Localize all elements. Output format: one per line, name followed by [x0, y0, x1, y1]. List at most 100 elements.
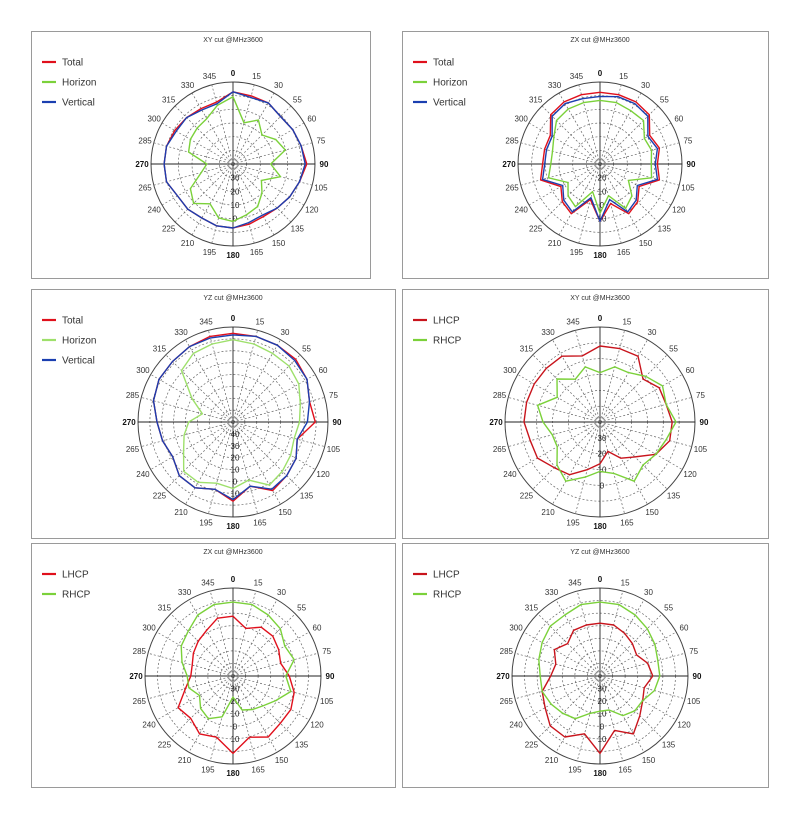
- angle-tick-label: 210: [545, 756, 559, 765]
- grid-spoke: [552, 339, 601, 423]
- angle-tick-label: 0: [231, 575, 236, 584]
- angle-tick-label: 330: [548, 81, 562, 90]
- angle-tick-label: 225: [153, 492, 167, 501]
- grid-spoke: [188, 675, 234, 753]
- angle-tick-label: 345: [570, 72, 584, 81]
- radial-tick-label: 10: [231, 710, 240, 719]
- angle-tick-label: 30: [281, 328, 290, 337]
- grid-spoke: [520, 163, 601, 186]
- angle-tick-label: 345: [203, 72, 217, 81]
- angle-tick-label: 0: [231, 314, 236, 323]
- angle-tick-label: 15: [255, 318, 264, 327]
- grid-spoke: [211, 163, 234, 244]
- radial-tick-label: 10: [598, 735, 607, 744]
- radial-tick-label: 30: [231, 685, 240, 694]
- angle-tick-label: 285: [493, 391, 507, 400]
- radial-tick-label: 0: [233, 477, 238, 486]
- chart-title: XY cut @MHz3600: [203, 37, 263, 44]
- grid-spoke: [541, 163, 601, 223]
- angle-tick-label: 135: [300, 492, 314, 501]
- angle-tick-label: 345: [199, 318, 213, 327]
- angle-tick-label: 75: [329, 391, 338, 400]
- chart-title: ZX cut @MHz3600: [203, 549, 262, 556]
- angle-tick-label: 165: [250, 248, 264, 257]
- angle-tick-label: 270: [496, 672, 510, 681]
- radial-tick-label: 10: [231, 489, 240, 498]
- radial-tick-label: 20: [598, 174, 607, 183]
- angle-tick-label: 90: [693, 672, 702, 681]
- angle-tick-label: 315: [529, 96, 543, 105]
- grid-spoke: [147, 675, 234, 700]
- legend-label-total: Total: [62, 316, 83, 327]
- grid-spoke: [170, 675, 234, 739]
- legend-label-lhcp: LHCP: [62, 570, 89, 581]
- angle-tick-label: 180: [226, 769, 240, 778]
- series-line-vertical: [541, 95, 659, 223]
- grid-spoke: [147, 652, 234, 677]
- angle-tick-label: 195: [201, 766, 215, 775]
- grid-spoke: [232, 163, 275, 236]
- angle-tick-label: 165: [617, 248, 631, 257]
- radial-tick-label: 30: [231, 174, 240, 183]
- angle-tick-label: 315: [525, 603, 539, 612]
- angle-tick-label: 90: [333, 418, 342, 427]
- grid-spoke: [174, 105, 234, 165]
- angle-tick-label: 265: [505, 184, 519, 193]
- chart-title: ZX cut @MHz3600: [570, 37, 629, 44]
- angle-tick-label: 300: [509, 624, 523, 633]
- radial-tick-label: 0: [600, 722, 605, 731]
- angle-tick-label: 195: [568, 766, 582, 775]
- grid-spoke: [185, 339, 234, 423]
- grid-spoke: [552, 421, 601, 505]
- angle-tick-label: 60: [674, 115, 683, 124]
- radial-tick-label: 20: [231, 187, 240, 196]
- angle-tick-label: 165: [251, 766, 265, 775]
- angle-tick-label: 195: [566, 518, 580, 527]
- chart-panel-xy-polarization: XY cut @MHz3600 0 15 30 55 60 75 90 105 120 135 150…: [402, 289, 769, 539]
- angle-tick-label: 270: [129, 672, 143, 681]
- grid-spoke: [599, 613, 663, 677]
- legend-label-rhcp: RHCP: [433, 336, 462, 347]
- legend-label-total: Total: [433, 58, 454, 69]
- angle-tick-label: 210: [541, 508, 555, 517]
- angle-tick-label: 150: [642, 756, 656, 765]
- angle-tick-label: 90: [700, 418, 709, 427]
- angle-tick-label: 15: [254, 578, 263, 587]
- grid-spoke: [599, 163, 642, 236]
- radial-tick-label: 20: [598, 697, 607, 706]
- angle-tick-label: 270: [502, 160, 516, 169]
- series-line-rhcp: [180, 601, 295, 720]
- grid-spoke: [232, 675, 310, 721]
- grid-spoke: [558, 92, 601, 165]
- angle-tick-label: 300: [148, 115, 162, 124]
- angle-tick-label: 180: [593, 769, 607, 778]
- angle-tick-label: 330: [545, 588, 559, 597]
- angle-tick-label: 105: [687, 697, 701, 706]
- grid-spoke: [599, 142, 680, 165]
- grid-spoke: [599, 122, 672, 165]
- angle-tick-label: 315: [153, 344, 167, 353]
- angle-tick-label: 180: [226, 251, 240, 260]
- grid-spoke: [232, 92, 275, 165]
- angle-tick-label: 180: [226, 522, 240, 531]
- grid-spoke: [558, 163, 601, 236]
- grid-spoke: [576, 675, 601, 762]
- angle-tick-label: 75: [696, 391, 705, 400]
- grid-spoke: [209, 675, 234, 762]
- grid-spoke: [599, 675, 686, 700]
- grid-spoke: [514, 675, 601, 700]
- angle-tick-label: 55: [302, 344, 311, 353]
- series-line-vertical: [152, 334, 311, 501]
- grid-spoke: [541, 105, 601, 165]
- grid-spoke: [599, 652, 686, 677]
- grid-spoke: [555, 675, 601, 753]
- grid-spoke: [578, 84, 601, 165]
- angle-tick-label: 345: [566, 318, 580, 327]
- grid-spoke: [599, 675, 677, 721]
- angle-tick-label: 30: [277, 588, 286, 597]
- angle-tick-label: 165: [620, 518, 634, 527]
- angle-tick-label: 285: [505, 136, 519, 145]
- series-line-lhcp: [177, 615, 295, 755]
- angle-tick-label: 210: [548, 239, 562, 248]
